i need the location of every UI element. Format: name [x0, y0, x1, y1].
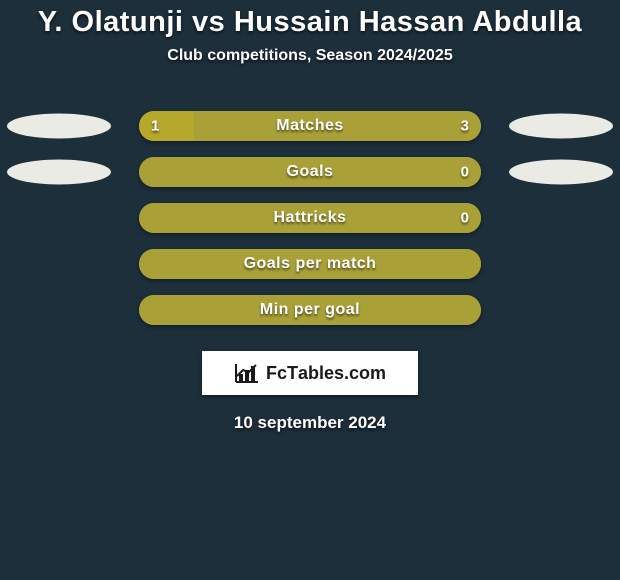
player2-oval [509, 114, 613, 139]
bar-fill-right [139, 295, 481, 325]
player1-oval [7, 114, 111, 139]
bar-fill-right [139, 203, 481, 233]
comparison-infographic: Y. Olatunji vs Hussain Hassan Abdulla Cl… [0, 0, 620, 580]
stat-bar: Hattricks0 [139, 203, 481, 233]
bar-fill-right [139, 157, 481, 187]
player1-oval [7, 160, 111, 185]
stat-row: Goals per match [0, 241, 620, 287]
stat-bar: Goals0 [139, 157, 481, 187]
bar-fill-right [139, 249, 481, 279]
bar-fill-right [194, 111, 481, 141]
stat-bar: Matches13 [139, 111, 481, 141]
subtitle: Club competitions, Season 2024/2025 [0, 47, 620, 65]
brand-chart-icon [234, 362, 260, 384]
date-line: 10 september 2024 [0, 413, 620, 433]
stat-row: Hattricks0 [0, 195, 620, 241]
stat-row: Matches13 [0, 103, 620, 149]
stat-rows: Matches13 Goals0 Hattricks0 Goals per match… [0, 103, 620, 333]
stat-bar: Min per goal [139, 295, 481, 325]
player2-oval [509, 160, 613, 185]
stat-row: Goals0 [0, 149, 620, 195]
stat-row: Min per goal [0, 287, 620, 333]
stat-bar: Goals per match [139, 249, 481, 279]
bar-fill-left [139, 111, 194, 141]
brand-box[interactable]: FcTables.com [202, 351, 418, 395]
brand-text: FcTables.com [266, 363, 386, 384]
page-title: Y. Olatunji vs Hussain Hassan Abdulla [0, 6, 620, 47]
